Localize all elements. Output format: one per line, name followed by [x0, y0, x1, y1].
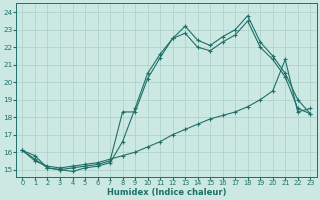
- X-axis label: Humidex (Indice chaleur): Humidex (Indice chaleur): [107, 188, 226, 197]
